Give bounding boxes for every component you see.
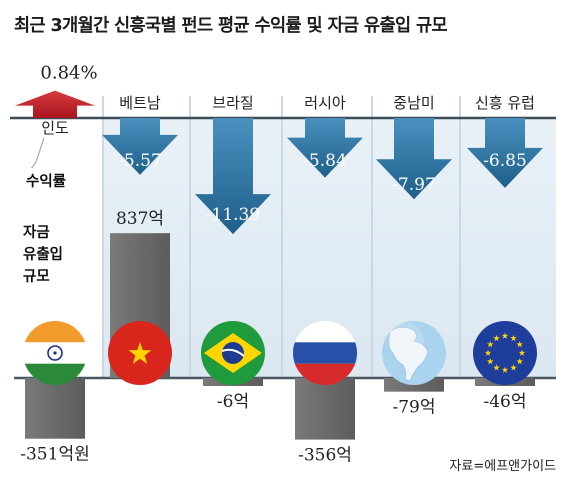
- return-value-label: 0.84%: [40, 63, 97, 84]
- star-icon: [510, 334, 517, 341]
- category-label: 러시아: [304, 94, 346, 112]
- flag-globe: [222, 342, 244, 364]
- source-note: 자료=에프앤가이드: [449, 459, 556, 474]
- category-label: 신흥 유럽: [475, 94, 535, 112]
- star-icon: [501, 366, 509, 373]
- globe-highlight: [388, 323, 424, 359]
- star-icon: [493, 364, 500, 371]
- return-value-label: -7.97: [392, 175, 436, 195]
- star-icon: [516, 358, 523, 365]
- vietnam-flag: [108, 321, 172, 385]
- return-arrow-down: [376, 118, 452, 200]
- chart-title: 최근 3개월간 신흥국별 펀드 평균 수익률 및 자금 유출입 규모: [14, 16, 448, 36]
- russia-flag: [293, 321, 357, 385]
- return-arrow-up: [15, 90, 95, 118]
- flag-stripe: [293, 321, 357, 343]
- star-icon: [128, 342, 152, 364]
- return-arrow-down: [467, 118, 543, 188]
- flow-value-label: -79억: [392, 398, 435, 418]
- flow-value-label: -351억원: [20, 445, 89, 465]
- globe-continent: [388, 327, 429, 382]
- flow-value-label: -46억: [483, 392, 526, 412]
- category-label: 베트남: [119, 94, 161, 112]
- chakra-icon: [47, 345, 63, 361]
- flow-legend-line-3: 규모: [23, 269, 50, 285]
- flag-band: [221, 348, 245, 357]
- star-icon: [487, 341, 494, 348]
- return-arrow-down: [102, 118, 178, 175]
- flag-stripe: [23, 363, 87, 385]
- flag-field: [473, 321, 537, 385]
- eu-flag: [473, 321, 537, 385]
- flow-bar: [25, 378, 85, 439]
- india-flag: [23, 321, 87, 385]
- flow-legend-label: 자금 유출입 규모: [18, 220, 69, 290]
- latin-america-globe: [382, 321, 446, 385]
- flag-stripe: [293, 342, 357, 364]
- brazil-flag: [201, 321, 265, 385]
- star-icon: [501, 332, 509, 339]
- flow-value-label: 837억: [116, 209, 164, 229]
- star-icon: [484, 349, 492, 356]
- flow-value-label: -356억: [298, 446, 352, 466]
- flag-stripe: [23, 321, 87, 343]
- chakra-hub: [53, 351, 57, 355]
- category-label: 중남미: [393, 94, 434, 112]
- flow-bar: [295, 378, 355, 440]
- flow-legend-line-2: 유출입: [23, 247, 64, 263]
- return-arrow-down: [287, 118, 363, 178]
- return-value-label: -5.84: [303, 151, 347, 171]
- category-label: 브라질: [212, 94, 253, 112]
- return-value-label: -6.85: [483, 151, 527, 171]
- flow-value-label: -6억: [217, 392, 249, 412]
- star-icon: [510, 364, 517, 371]
- flag-stripe: [293, 363, 357, 385]
- star-icon: [516, 341, 523, 348]
- return-legend-label: 수익률: [22, 168, 71, 193]
- category-label: 인도: [41, 119, 69, 137]
- flow-legend-line-1: 자금: [23, 225, 50, 241]
- star-icon: [518, 349, 526, 356]
- return-arrow-down: [195, 118, 271, 235]
- star-icon: [487, 358, 494, 365]
- return-value-label: -11.39: [206, 205, 260, 225]
- return-value-label: -5.57: [118, 151, 162, 171]
- star-icon: [493, 334, 500, 341]
